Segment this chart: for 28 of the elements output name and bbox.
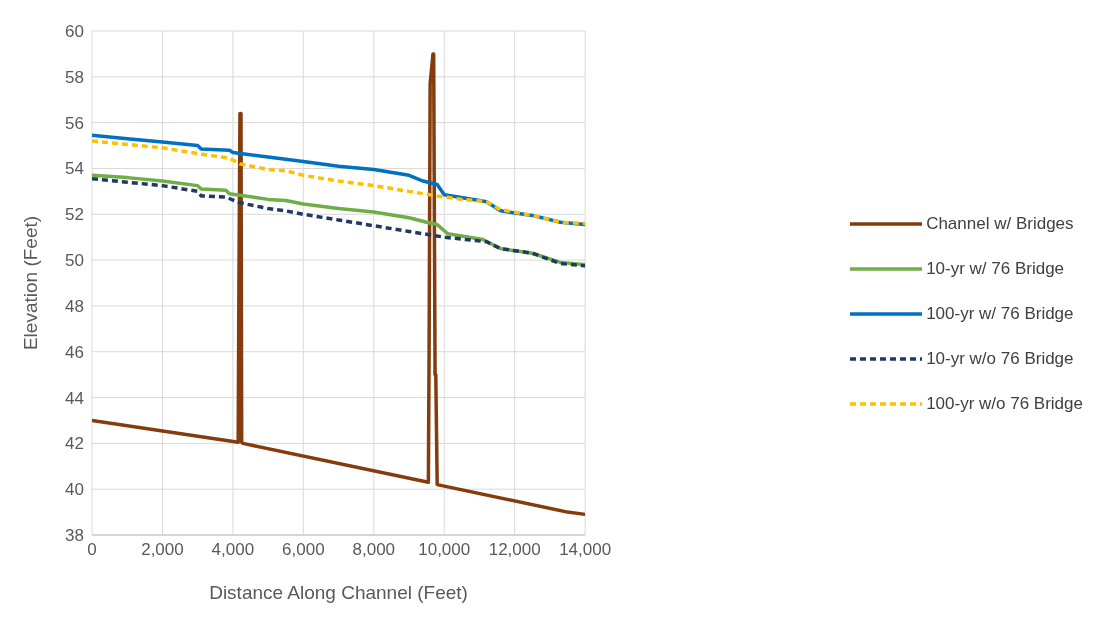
y-tick-label: 56 xyxy=(65,113,84,133)
y-tick-label: 60 xyxy=(65,22,84,42)
x-axis-title: Distance Along Channel (Feet) xyxy=(209,582,468,603)
x-tick-label: 4,000 xyxy=(211,540,255,560)
y-tick-label: 42 xyxy=(65,434,84,454)
x-tick-label: 12,000 xyxy=(488,540,541,560)
legend-label: 10-yr w/o 76 Bridge xyxy=(926,348,1074,369)
y-tick-label: 44 xyxy=(65,388,84,408)
legend-label: 10-yr w/ 76 Bridge xyxy=(926,258,1065,279)
legend-label: Channel w/ Bridges xyxy=(926,213,1074,234)
y-tick-label: 48 xyxy=(65,296,84,316)
y-axis-title: Elevation (Feet) xyxy=(19,215,41,351)
legend-label: 100-yr w/o 76 Bridge xyxy=(926,393,1083,414)
x-tick-label: 14,000 xyxy=(559,540,612,560)
y-tick-label: 38 xyxy=(65,526,84,546)
line-series xyxy=(92,52,586,517)
y-tick-label: 50 xyxy=(65,251,84,271)
y-tick-label: 46 xyxy=(65,342,84,362)
x-tick-label: 0 xyxy=(87,540,97,560)
x-tick-label: 2,000 xyxy=(141,540,184,560)
y-tick-label: 58 xyxy=(65,67,84,87)
legend-label: 100-yr w/ 76 Bridge xyxy=(926,303,1074,324)
y-tick-label: 40 xyxy=(65,480,84,500)
y-tick-label: 52 xyxy=(65,205,84,225)
x-tick-label: 6,000 xyxy=(282,540,325,560)
x-tick-label: 8,000 xyxy=(352,540,396,560)
x-tick-label: 10,000 xyxy=(418,540,471,560)
y-tick-label: 54 xyxy=(65,159,84,179)
